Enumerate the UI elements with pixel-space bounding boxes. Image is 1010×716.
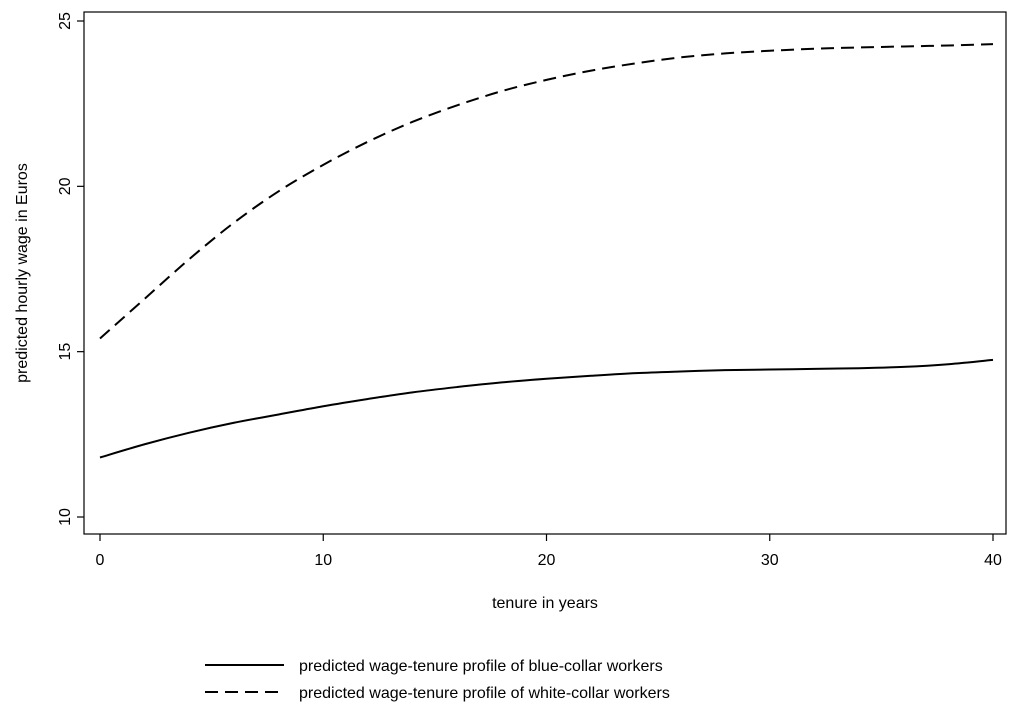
x-tick-label: 10 xyxy=(314,552,332,569)
x-tick-label: 30 xyxy=(761,552,779,569)
series-group xyxy=(99,43,994,459)
legend-label: predicted wage-tenure profile of white-c… xyxy=(299,685,670,702)
x-tick-label: 40 xyxy=(984,552,1002,569)
legend: predicted wage-tenure profile of blue-co… xyxy=(205,658,670,702)
y-axis-title: predicted hourly wage in Euros xyxy=(14,163,31,383)
y-tick-label: 15 xyxy=(57,343,74,361)
y-axis: 10 15 20 25 xyxy=(57,12,84,526)
y-tick-label: 10 xyxy=(57,508,74,526)
x-axis-title: tenure in years xyxy=(492,595,598,612)
x-axis: 0 10 20 30 40 xyxy=(96,534,1002,569)
series-line-white-collar xyxy=(99,43,994,340)
x-tick-label: 20 xyxy=(538,552,556,569)
plot-frame xyxy=(83,11,1007,535)
y-tick-label: 20 xyxy=(57,177,74,195)
series-line-blue-collar xyxy=(99,358,994,459)
legend-label: predicted wage-tenure profile of blue-co… xyxy=(299,658,663,675)
y-tick-label: 25 xyxy=(57,12,74,30)
x-tick-label: 0 xyxy=(96,552,105,569)
